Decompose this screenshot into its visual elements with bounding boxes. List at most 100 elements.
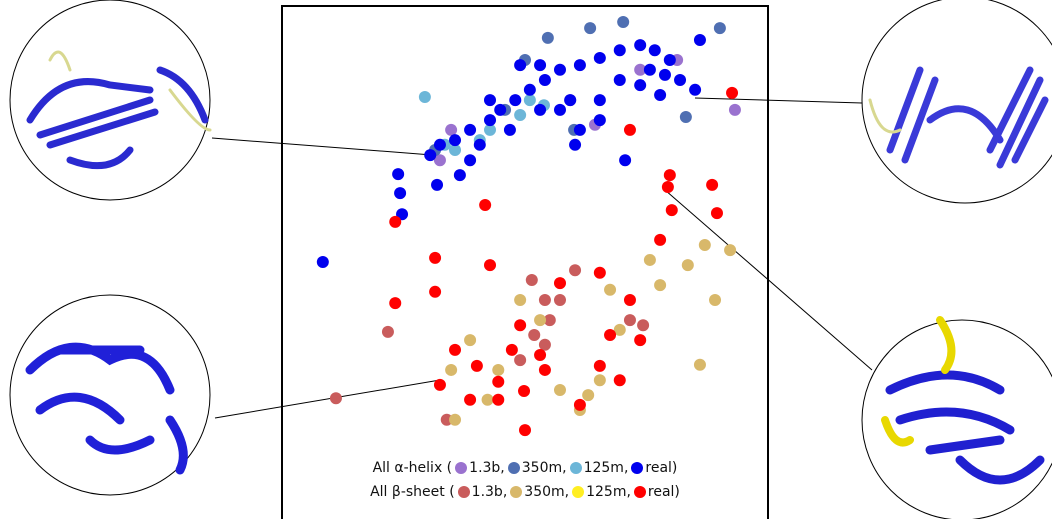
point — [698, 239, 711, 252]
point — [381, 325, 394, 338]
legend-label: All α-helix ( — [372, 460, 453, 476]
point — [538, 363, 551, 376]
legend-entry: real) — [645, 460, 678, 476]
point — [514, 294, 527, 307]
point — [433, 378, 446, 391]
point — [569, 138, 582, 151]
point — [573, 123, 586, 136]
point — [523, 94, 536, 107]
point — [464, 334, 477, 347]
point — [593, 359, 606, 372]
point — [706, 178, 719, 191]
legend-row: All β-sheet (1.3b, 350m, 125m, real) — [282, 484, 768, 500]
point — [654, 233, 667, 246]
point — [654, 279, 667, 292]
point — [643, 63, 656, 76]
point — [449, 143, 462, 156]
point — [663, 53, 676, 66]
point — [663, 169, 676, 182]
point — [709, 294, 722, 307]
legend-entry: 350m, — [521, 460, 567, 476]
structure-circle — [9, 0, 211, 201]
point — [433, 154, 446, 167]
point — [464, 123, 477, 136]
leader-line — [211, 137, 433, 156]
point — [661, 180, 674, 193]
point — [479, 198, 492, 211]
point — [484, 123, 497, 136]
point — [470, 359, 483, 372]
point — [604, 328, 617, 341]
leader-line — [214, 379, 441, 419]
point — [619, 154, 632, 167]
point — [613, 74, 626, 87]
point — [643, 253, 656, 266]
point — [433, 138, 446, 151]
point — [593, 114, 606, 127]
point — [534, 103, 547, 116]
legend-entry: 125m, — [586, 484, 631, 500]
point — [564, 94, 577, 107]
point — [553, 383, 566, 396]
point — [514, 354, 527, 367]
point — [481, 393, 494, 406]
point — [316, 256, 329, 268]
legend-swatch — [507, 462, 520, 474]
point — [429, 251, 442, 264]
legend-entry: real) — [647, 484, 680, 500]
point — [449, 343, 462, 356]
point — [623, 123, 636, 136]
point — [593, 266, 606, 279]
point — [674, 74, 687, 87]
point — [431, 178, 444, 191]
legend-swatch — [572, 486, 585, 498]
point — [329, 392, 342, 405]
point — [689, 83, 702, 96]
point — [623, 294, 636, 307]
legend-entry: 125m, — [583, 460, 629, 476]
structure-circle — [861, 319, 1052, 519]
point — [724, 244, 737, 257]
point — [445, 123, 458, 136]
point — [453, 169, 466, 182]
point — [473, 138, 486, 151]
point — [396, 208, 409, 221]
point — [538, 294, 551, 307]
legend-label: All β-sheet ( — [370, 484, 455, 500]
point — [418, 91, 431, 104]
legend-row: All α-helix (1.3b, 350m, 125m, real) — [282, 460, 768, 476]
point — [514, 59, 527, 72]
point — [449, 134, 462, 147]
point — [634, 334, 647, 347]
point — [484, 259, 497, 272]
point — [613, 323, 626, 336]
point — [518, 385, 531, 398]
point — [484, 94, 497, 107]
point — [634, 39, 647, 52]
legend-swatch — [455, 462, 468, 474]
point — [623, 314, 636, 327]
point — [584, 22, 597, 35]
point — [573, 59, 586, 72]
point — [519, 424, 531, 437]
point — [440, 413, 453, 426]
point — [538, 74, 551, 87]
point — [634, 63, 647, 76]
point — [710, 207, 723, 220]
point — [492, 375, 505, 388]
point — [658, 68, 671, 81]
point — [693, 33, 706, 46]
point — [582, 389, 595, 402]
point — [541, 31, 554, 44]
legend-swatch — [457, 486, 470, 498]
point — [464, 393, 477, 406]
point — [681, 259, 694, 272]
point — [553, 103, 566, 116]
point — [553, 277, 566, 290]
legend-swatch — [510, 486, 523, 498]
point — [543, 314, 556, 327]
point — [445, 363, 458, 376]
point — [534, 59, 547, 72]
